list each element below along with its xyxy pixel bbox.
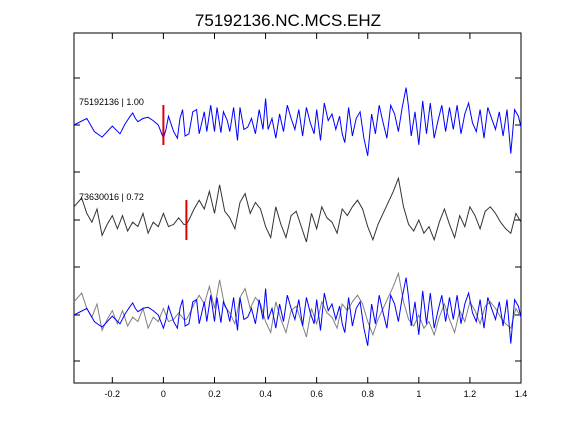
- x-tick-label: 0.8: [361, 389, 374, 399]
- x-axis: -0.2 0 0.2 0.4 0.6 0.8 1 1.2 1.4: [105, 33, 528, 399]
- x-tick-label: 1: [416, 389, 421, 399]
- x-tick-label: 0: [161, 389, 166, 399]
- traces: 75192136 | 1.00 73630016 | 0.72: [73, 87, 522, 346]
- plot-frame: [73, 32, 522, 384]
- x-tick-label: 1.4: [515, 389, 528, 399]
- trace-label: 75192136 | 1.00: [79, 97, 144, 107]
- overlay-primary-line: [73, 277, 522, 346]
- x-tick-label: 1.2: [464, 389, 477, 399]
- x-tick-label: 0.6: [310, 389, 323, 399]
- x-tick-label: 0.2: [208, 389, 221, 399]
- x-tick-label: -0.2: [105, 389, 121, 399]
- trace-line: [73, 176, 522, 243]
- trace-line: [73, 87, 522, 156]
- trace-label: 73630016 | 0.72: [79, 192, 144, 202]
- chart-title: 75192136.NC.MCS.EHZ: [195, 11, 381, 30]
- x-tick-label: 0.4: [259, 389, 272, 399]
- overlay-secondary-line: [73, 271, 522, 338]
